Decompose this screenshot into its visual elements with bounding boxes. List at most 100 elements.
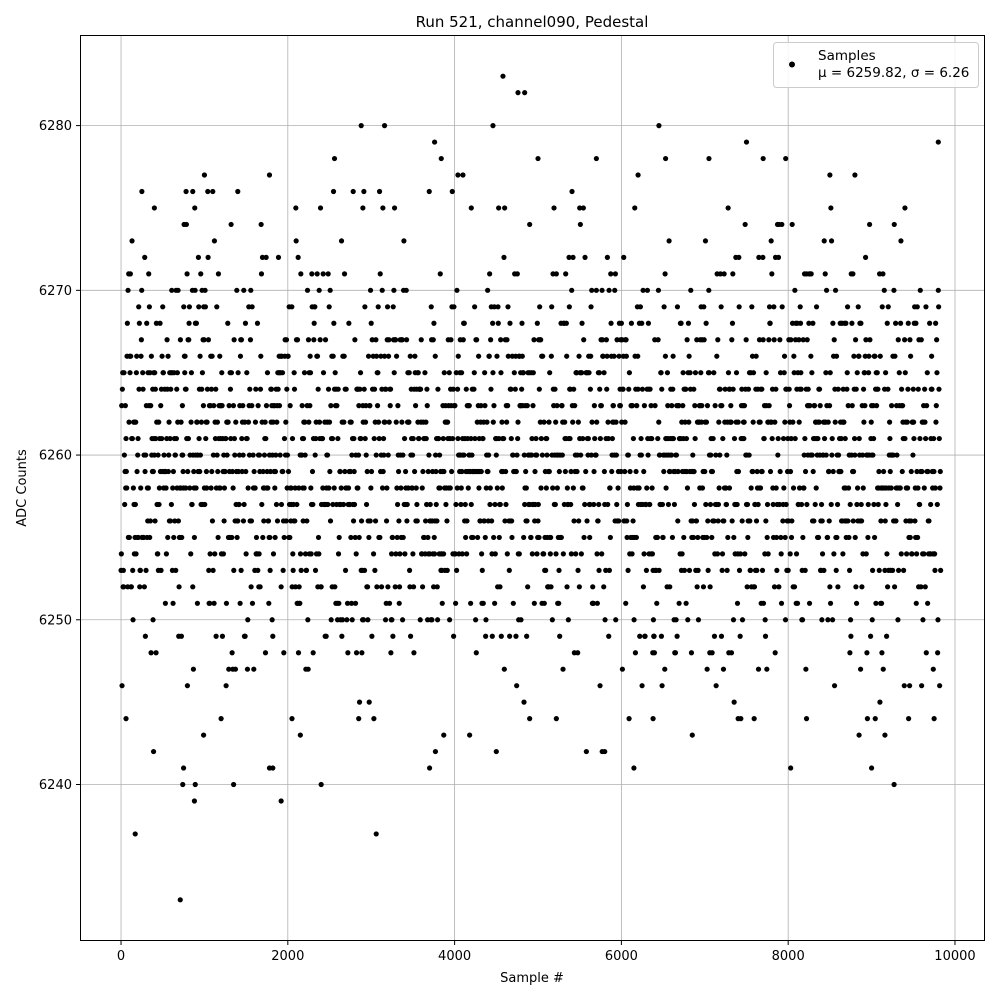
- data-point: [297, 600, 303, 606]
- data-point: [450, 386, 456, 392]
- data-point: [760, 254, 766, 260]
- data-point: [403, 287, 409, 293]
- data-point: [451, 633, 457, 639]
- data-point: [315, 386, 321, 392]
- data-point: [911, 419, 917, 425]
- data-point: [534, 452, 540, 458]
- data-point: [644, 287, 651, 293]
- data-point: [538, 485, 544, 491]
- data-point: [883, 633, 890, 639]
- data-point: [676, 403, 682, 409]
- data-point: [118, 551, 124, 557]
- data-point: [242, 419, 248, 425]
- data-point: [366, 534, 372, 541]
- data-point: [235, 468, 242, 475]
- data-point: [756, 337, 763, 343]
- data-point-outlier: [788, 765, 794, 771]
- data-point: [396, 518, 402, 524]
- data-point: [588, 353, 594, 359]
- data-point: [434, 617, 441, 623]
- data-point: [540, 353, 546, 359]
- data-point: [791, 370, 797, 376]
- data-point: [643, 567, 650, 573]
- data-point-outlier: [706, 155, 712, 162]
- data-point: [921, 485, 927, 491]
- data-point: [904, 419, 910, 425]
- data-point: [270, 551, 277, 557]
- data-point: [402, 468, 409, 475]
- data-point: [766, 337, 772, 343]
- data-point: [404, 518, 410, 524]
- data-point: [666, 238, 672, 244]
- data-point: [536, 386, 542, 392]
- data-point: [363, 501, 370, 508]
- data-point: [344, 600, 351, 606]
- data-point: [453, 600, 459, 606]
- data-point: [458, 501, 464, 508]
- data-point: [539, 452, 545, 458]
- data-point: [777, 370, 784, 376]
- data-point: [858, 320, 864, 326]
- data-point: [516, 551, 522, 557]
- data-point: [865, 370, 872, 376]
- data-point: [854, 370, 860, 376]
- data-point: [520, 370, 526, 376]
- data-point: [781, 370, 787, 376]
- data-point: [356, 534, 362, 541]
- data-point: [609, 435, 615, 442]
- data-point: [553, 271, 559, 277]
- data-point: [416, 435, 422, 442]
- data-point: [661, 468, 667, 475]
- data-point: [673, 452, 680, 458]
- data-point: [606, 287, 612, 293]
- data-point: [305, 617, 311, 623]
- data-point: [382, 617, 389, 623]
- data-point: [159, 435, 165, 442]
- data-point-outlier: [602, 748, 608, 755]
- data-point: [527, 221, 533, 228]
- data-point: [798, 370, 804, 376]
- data-point: [380, 468, 386, 475]
- data-point: [934, 337, 940, 343]
- data-point: [632, 205, 638, 211]
- data-point: [287, 534, 293, 541]
- data-point: [374, 403, 381, 409]
- data-point: [923, 650, 929, 656]
- data-point: [869, 617, 875, 623]
- data-point: [328, 617, 334, 623]
- data-point: [755, 501, 761, 508]
- data-point: [394, 485, 400, 491]
- data-point: [549, 304, 555, 310]
- data-point: [181, 304, 187, 310]
- data-point: [431, 551, 438, 557]
- data-point: [369, 633, 375, 639]
- data-point-outlier: [289, 716, 295, 722]
- data-point: [778, 534, 784, 541]
- data-point: [890, 452, 896, 458]
- data-point: [709, 468, 716, 475]
- data-point: [715, 337, 721, 343]
- data-point: [213, 633, 219, 639]
- data-point: [772, 419, 778, 425]
- data-point: [515, 435, 521, 442]
- data-point: [386, 337, 392, 343]
- data-point: [582, 254, 588, 260]
- data-point: [884, 320, 890, 326]
- data-point: [488, 337, 494, 343]
- data-point: [455, 435, 461, 442]
- data-point: [127, 271, 133, 277]
- data-point: [376, 435, 382, 442]
- data-point: [336, 600, 342, 606]
- data-point: [294, 501, 300, 508]
- data-point: [278, 501, 285, 508]
- data-point: [188, 370, 195, 376]
- data-point: [495, 304, 501, 310]
- data-point: [387, 386, 394, 392]
- data-point: [229, 468, 236, 475]
- data-point: [777, 468, 783, 475]
- data-point: [454, 485, 460, 491]
- data-point: [156, 419, 162, 425]
- data-point: [910, 452, 916, 458]
- data-point: [881, 287, 887, 293]
- data-point: [711, 370, 717, 376]
